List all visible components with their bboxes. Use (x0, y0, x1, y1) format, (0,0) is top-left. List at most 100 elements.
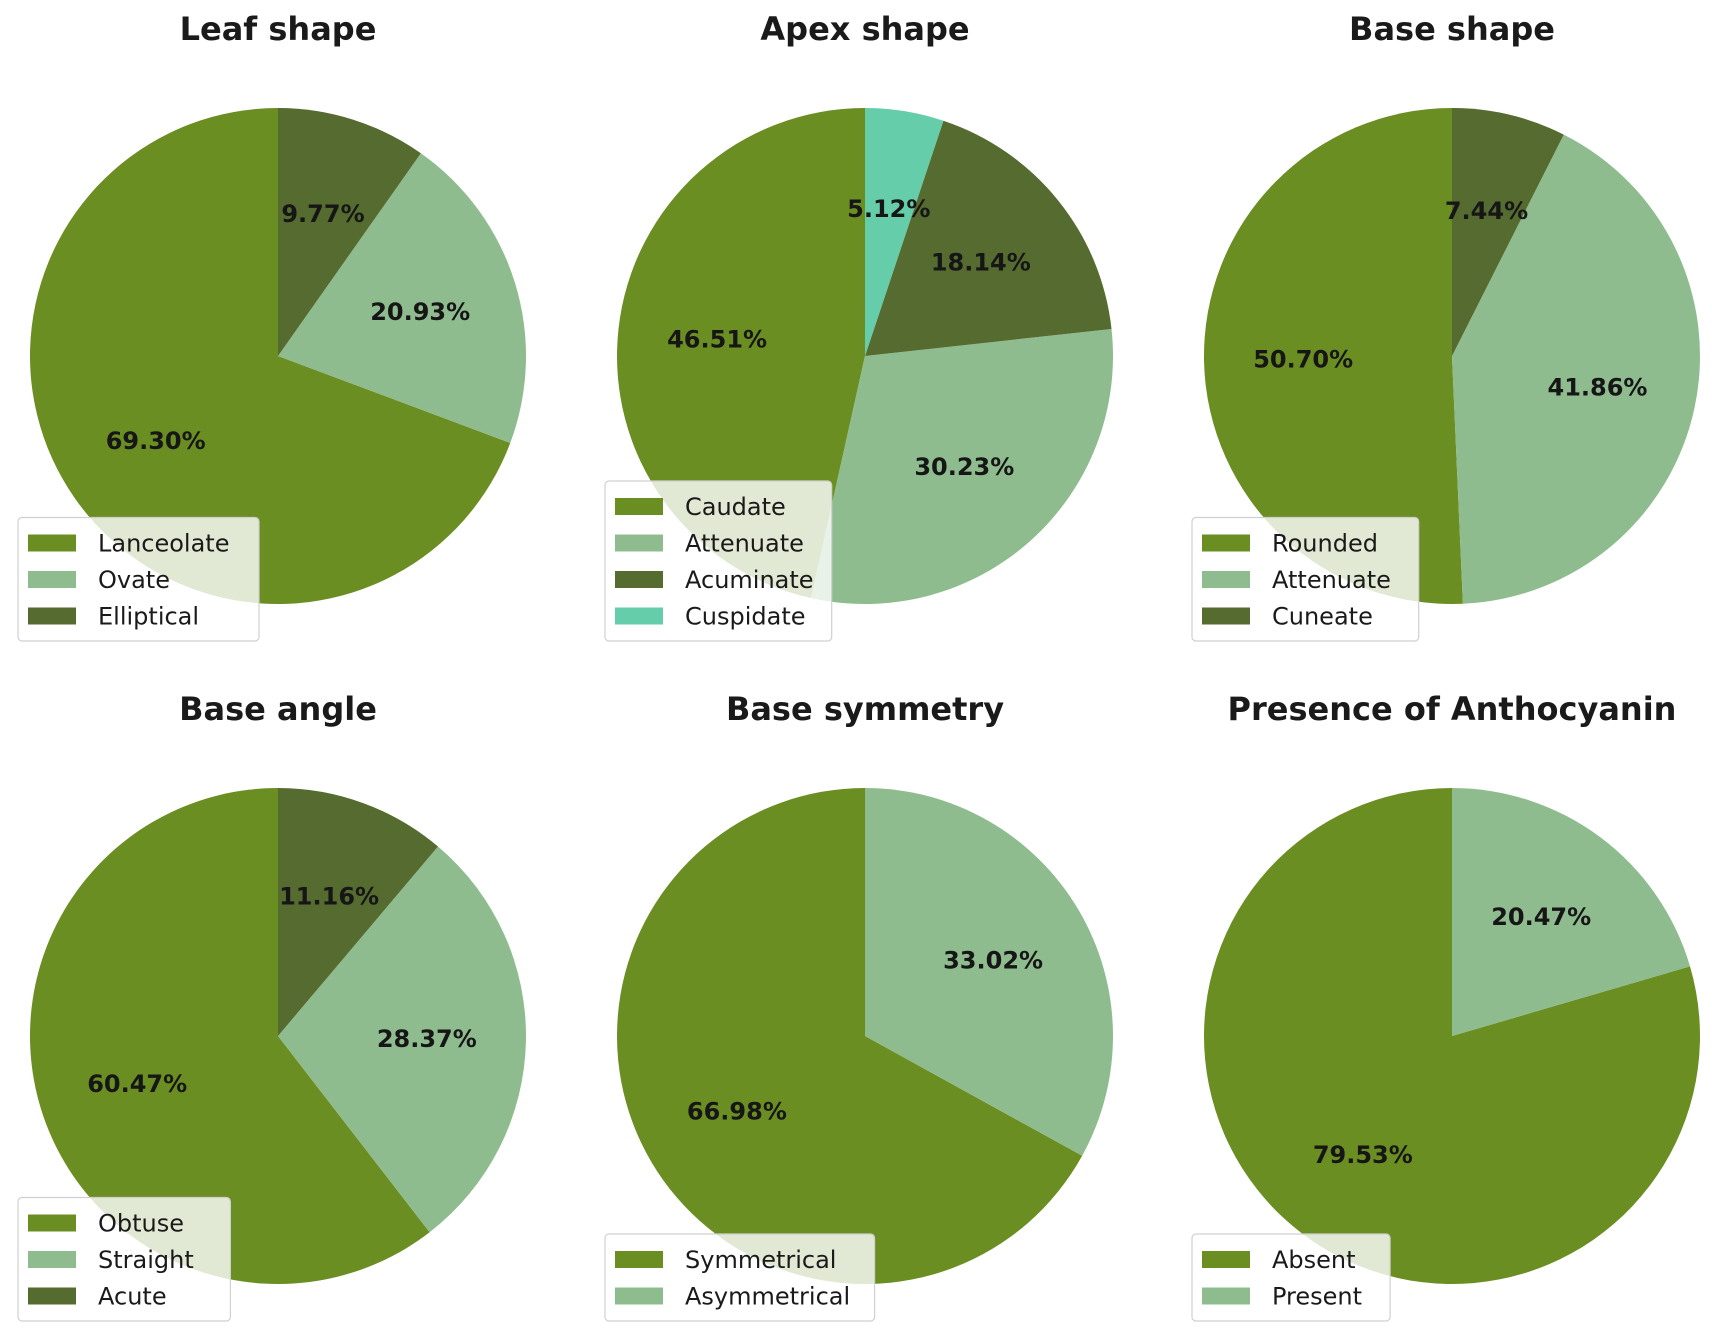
legend-box (17, 516, 260, 642)
legend-label: Straight (98, 1246, 194, 1274)
slice-percent-label: 46.51% (667, 326, 767, 354)
slice-percent-label: 41.86% (1548, 373, 1648, 401)
slice-percent-label: 60.47% (87, 1070, 187, 1098)
legend-swatch-absent (1202, 1251, 1250, 1268)
pie-slice-lanceolate (29, 108, 511, 604)
legend-label: Cuspidate (685, 603, 806, 631)
pie-panel-apex-shape: Apex shape 46.51% 30.23% 18.14%5.12% Caudate… (604, 10, 1114, 642)
pie-panel-base-shape: Base shape 50.70% 41.86% 7.44% Rounded Attenu… (1191, 10, 1700, 642)
pie-wedges (29, 108, 526, 604)
legend-label: Caudate (685, 493, 786, 521)
pie-slice-rounded (1203, 108, 1463, 604)
slice-percent-label: 9.77% (281, 200, 364, 228)
legend-label: Lanceolate (98, 530, 229, 558)
pie-panel-presence-of-anthocyanin: Presence of Anthocyanin 79.53% 20.47% Absen… (1191, 690, 1700, 1322)
legend: Obtuse Straight Acute (17, 1196, 231, 1322)
pie-labels: 69.30% 20.93% 9.77% (106, 200, 470, 455)
legend-label: Cuneate (1272, 603, 1373, 631)
pie-slice-attenuate (1452, 134, 1700, 604)
legend-label: Ovate (98, 566, 170, 594)
pie-wedges (29, 788, 526, 1284)
legend-label: Acuminate (685, 566, 814, 594)
pie-wedges (617, 108, 1114, 604)
pie-panel-base-angle: Base angle 60.47% 28.37% 11.16% Obtuse Straig… (17, 690, 526, 1322)
legend: Absent Present (1191, 1233, 1391, 1322)
slice-percent-label: 30.23% (914, 453, 1014, 481)
legend-label: Asymmetrical (685, 1283, 850, 1311)
slice-percent-label: 66.98% (687, 1098, 787, 1126)
legend-swatch-acute (28, 1287, 76, 1305)
legend-label: Elliptical (98, 603, 199, 631)
legend-swatch-lanceolate (28, 534, 76, 552)
pie-panel-leaf-shape: Leaf shape 69.30% 20.93% 9.77% Lanceolate Ova… (17, 10, 526, 642)
pie-slice-cuneate (1452, 108, 1564, 356)
slice-percent-label: 79.53% (1313, 1141, 1413, 1169)
chart-title: Presence of Anthocyanin (1228, 690, 1677, 728)
slice-percent-label: 5.12% (847, 195, 930, 223)
pie-wedges (1203, 788, 1700, 1284)
legend-label: Absent (1272, 1246, 1356, 1274)
slice-percent-label: 7.44% (1445, 197, 1528, 225)
legend-label: Attenuate (1272, 566, 1391, 594)
slice-percent-label: 20.47% (1491, 903, 1591, 931)
legend: Caudate Attenuate Acuminate Cuspidate (604, 480, 833, 642)
legend: Rounded Attenuate Cuneate (1191, 516, 1420, 642)
legend-swatch-caudate (615, 498, 663, 515)
legend-label: Symmetrical (685, 1246, 836, 1274)
chart-title: Apex shape (760, 10, 969, 48)
legend-box (604, 480, 833, 642)
legend-swatch-elliptical (28, 607, 76, 625)
pie-panel-base-symmetry: Base symmetry 66.98% 33.02% Symmetrical Asym… (604, 690, 1113, 1322)
legend-swatch-present (1202, 1287, 1250, 1305)
pie-slice-present (1452, 788, 1691, 1036)
legend-swatch-symmetrical (615, 1251, 663, 1268)
pie-slice-attenuate (811, 328, 1114, 604)
chart-title: Base angle (179, 690, 377, 728)
pie-labels: 66.98% 33.02% (687, 946, 1043, 1125)
slice-percent-label: 20.93% (370, 298, 470, 326)
slice-percent-label: 69.30% (106, 427, 206, 455)
pie-wedges (616, 787, 1113, 1284)
legend-swatch-cuspidate (615, 607, 663, 625)
legend-swatch-acuminate (615, 571, 663, 588)
slice-percent-label: 50.70% (1253, 345, 1353, 373)
pie-slice-symmetrical (616, 788, 1083, 1284)
pie-labels: 79.53% 20.47% (1313, 903, 1591, 1169)
pie-slice-acuminate (865, 120, 1112, 356)
legend-swatch-cuneate (1202, 607, 1250, 625)
legend-swatch-straight (28, 1251, 76, 1268)
pie-slice-asymmetrical (865, 787, 1113, 1156)
slice-percent-label: 28.37% (377, 1025, 477, 1053)
pie-slice-acute (278, 788, 438, 1036)
legend-label: Attenuate (685, 530, 804, 558)
legend-label: Rounded (1272, 530, 1378, 558)
pie-labels: 50.70% 41.86% 7.44% (1253, 197, 1647, 401)
pie-slice-straight (278, 846, 526, 1233)
pie-wedges (1203, 108, 1700, 604)
slice-percent-label: 11.16% (279, 882, 379, 910)
legend-swatch-ovate (28, 571, 76, 588)
slice-percent-label: 18.14% (931, 249, 1031, 277)
chart-title: Base shape (1349, 10, 1555, 48)
legend: Symmetrical Asymmetrical (604, 1233, 876, 1322)
pie-labels: 60.47% 28.37% 11.16% (87, 882, 477, 1098)
chart-title: Base symmetry (726, 690, 1004, 728)
pie-slice-ovate (278, 153, 526, 443)
slice-percent-label: 33.02% (943, 946, 1043, 974)
legend-swatch-rounded (1202, 534, 1250, 552)
legend-label: Present (1272, 1283, 1362, 1311)
legend-label: Obtuse (98, 1210, 184, 1238)
pie-slice-caudate (617, 108, 865, 599)
pie-slice-obtuse (29, 788, 430, 1284)
pie-labels: 46.51% 30.23% 18.14%5.12% (667, 195, 1031, 481)
legend-swatch-attenuate (1202, 571, 1250, 588)
legend: Lanceolate Ovate Elliptical (17, 516, 260, 642)
pie-slice-elliptical (278, 108, 421, 356)
chart-title: Leaf shape (180, 10, 377, 48)
pie-slice-cuspidate (865, 108, 944, 356)
legend-swatch-attenuate (615, 534, 663, 552)
legend-swatch-asymmetrical (615, 1287, 663, 1305)
legend-swatch-obtuse (28, 1214, 76, 1232)
legend-label: Acute (98, 1283, 167, 1311)
